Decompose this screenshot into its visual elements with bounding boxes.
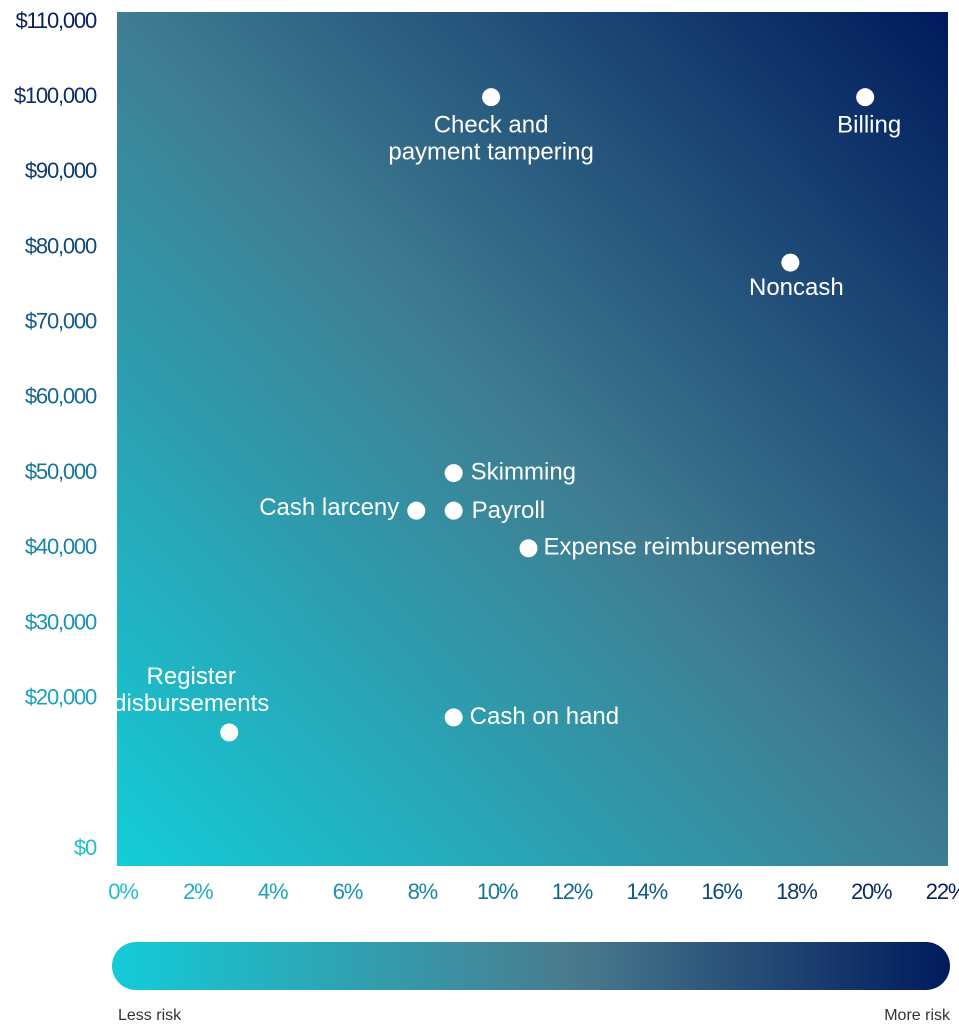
x-tick-label: 14%: [627, 879, 668, 904]
x-tick-label: 18%: [776, 879, 817, 904]
x-tick-label: 0%: [108, 879, 138, 904]
point-label: Expense reimbursements: [544, 534, 816, 561]
data-point: [519, 539, 538, 558]
x-tick-label: 12%: [552, 879, 593, 904]
x-tick-label: 8%: [408, 879, 438, 904]
point-label: Check and: [434, 112, 549, 139]
point-label: payment tampering: [388, 139, 593, 166]
point-label: Register: [147, 663, 236, 690]
data-point: [407, 501, 426, 520]
legend-low: Less risk: [118, 1007, 182, 1024]
risk-scale-bar: [112, 942, 950, 990]
data-point: [444, 501, 463, 520]
y-tick-label: $60,000: [25, 384, 97, 409]
point-label: Noncash: [749, 274, 844, 301]
y-tick-label: $50,000: [25, 459, 97, 484]
data-point: [220, 723, 239, 742]
y-tick-label: $30,000: [25, 609, 97, 634]
data-point: [444, 708, 463, 727]
data-point: [856, 88, 875, 107]
x-tick-label: 20%: [851, 879, 892, 904]
legend-high: More risk: [884, 1007, 951, 1024]
point-label: Cash on hand: [470, 703, 619, 730]
x-tick-label: 2%: [183, 879, 213, 904]
y-tick-label: $70,000: [25, 309, 97, 334]
x-tick-label: 22%: [926, 879, 959, 904]
x-tick-label: 10%: [477, 879, 518, 904]
data-point: [444, 464, 463, 483]
y-tick-label: $90,000: [25, 158, 97, 183]
x-tick-label: 4%: [258, 879, 288, 904]
data-point: [781, 253, 800, 272]
x-tick-label: 6%: [333, 879, 363, 904]
data-point: [482, 88, 501, 107]
y-tick-label: $80,000: [25, 233, 97, 258]
point-label: disbursements: [113, 690, 269, 717]
y-tick-label: $40,000: [25, 534, 97, 559]
point-label: Cash larceny: [259, 494, 399, 521]
point-label: Payroll: [472, 497, 545, 524]
point-label: Billing: [837, 112, 901, 139]
y-tick-label: $20,000: [25, 684, 97, 709]
y-tick-label: $0: [74, 835, 97, 860]
x-tick-label: 16%: [701, 879, 742, 904]
point-label: Skimming: [471, 458, 576, 485]
y-tick-label: $110,000: [15, 8, 96, 33]
y-tick-label: $100,000: [14, 83, 97, 108]
plot-area: [117, 12, 948, 866]
